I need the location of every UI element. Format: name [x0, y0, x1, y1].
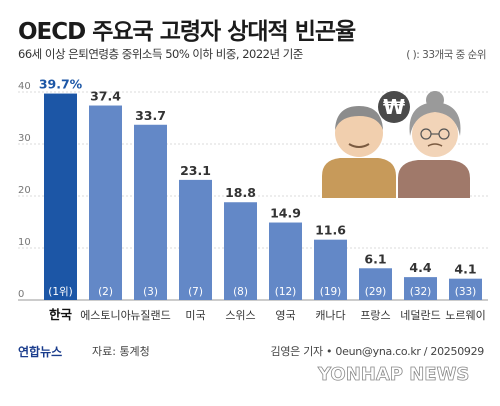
rank-label: (1위): [48, 285, 73, 298]
x-tick-label: 캐나다: [315, 309, 345, 322]
page-title: OECD 주요국 고령자 상대적 빈곤율: [18, 19, 356, 45]
bar: [269, 222, 302, 300]
rank-label: (29): [365, 286, 387, 298]
x-tick-label: 프랑스: [360, 309, 390, 322]
data-label: 33.7: [135, 108, 166, 123]
data-label: 4.4: [409, 260, 431, 275]
y-tick-label: 0: [18, 289, 24, 300]
data-label: 37.4: [90, 89, 121, 104]
source-text: 자료: 통계청: [92, 345, 150, 358]
x-tick-label: 에스토니아: [80, 309, 131, 322]
bar: [449, 278, 482, 300]
data-label: 4.1: [454, 262, 476, 277]
x-tick-label: 영국: [275, 309, 295, 322]
y-tick-label: 10: [18, 237, 31, 248]
watermark: YONHAP NEWS: [318, 364, 470, 386]
rank-label: (7): [188, 286, 203, 298]
bar: [314, 239, 347, 300]
x-tick-label: 뉴질랜드: [130, 309, 170, 322]
rank-label: (8): [233, 286, 248, 298]
y-tick-label: 40: [18, 81, 31, 92]
bar: [89, 105, 122, 301]
y-tick-label: 30: [18, 133, 31, 144]
rank-label: (19): [320, 286, 342, 298]
bar: [224, 202, 257, 300]
data-label: 14.9: [270, 206, 301, 221]
chart-subtitle: 66세 이상 은퇴연령층 중위소득 50% 이하 비중, 2022년 기준: [18, 47, 303, 61]
rank-label: (33): [455, 286, 477, 298]
rank-note: ( ): 33개국 중 순위: [406, 49, 486, 61]
bar: [359, 268, 392, 300]
bar: [404, 277, 437, 300]
bar: [44, 93, 77, 300]
x-tick-label: 네덜란드: [400, 309, 440, 322]
rank-label: (2): [98, 286, 113, 298]
data-label: 23.1: [180, 163, 211, 178]
y-tick-label: 20: [18, 185, 31, 196]
data-label: 6.1: [364, 251, 386, 266]
rank-label: (32): [410, 286, 432, 298]
credit-text: 김영은 기자 • 0eun@yna.co.kr / 20250929: [270, 345, 485, 358]
data-label: 11.6: [315, 223, 346, 238]
x-tick-label: 스위스: [225, 309, 255, 322]
bar: [134, 124, 167, 300]
x-tick-label: 노르웨이: [445, 309, 485, 322]
svg-text:₩: ₩: [383, 95, 405, 119]
yonhap-logo: 연합뉴스: [18, 345, 63, 359]
elderly-couple-with-won-coin-icon: ₩: [322, 91, 470, 198]
data-label: 18.8: [225, 185, 256, 200]
rank-label: (12): [275, 286, 297, 298]
rank-label: (3): [143, 286, 158, 298]
x-tick-label: 미국: [185, 309, 205, 322]
bar: [179, 179, 212, 300]
x-tick-label: 한국: [49, 307, 73, 322]
data-label: 39.7%: [39, 77, 83, 92]
bar-chart: 0 10 20 30 40 ₩ 39.7% (1위) 한국 37.4 (2) 에스토니아 33.7 (…: [18, 77, 488, 322]
